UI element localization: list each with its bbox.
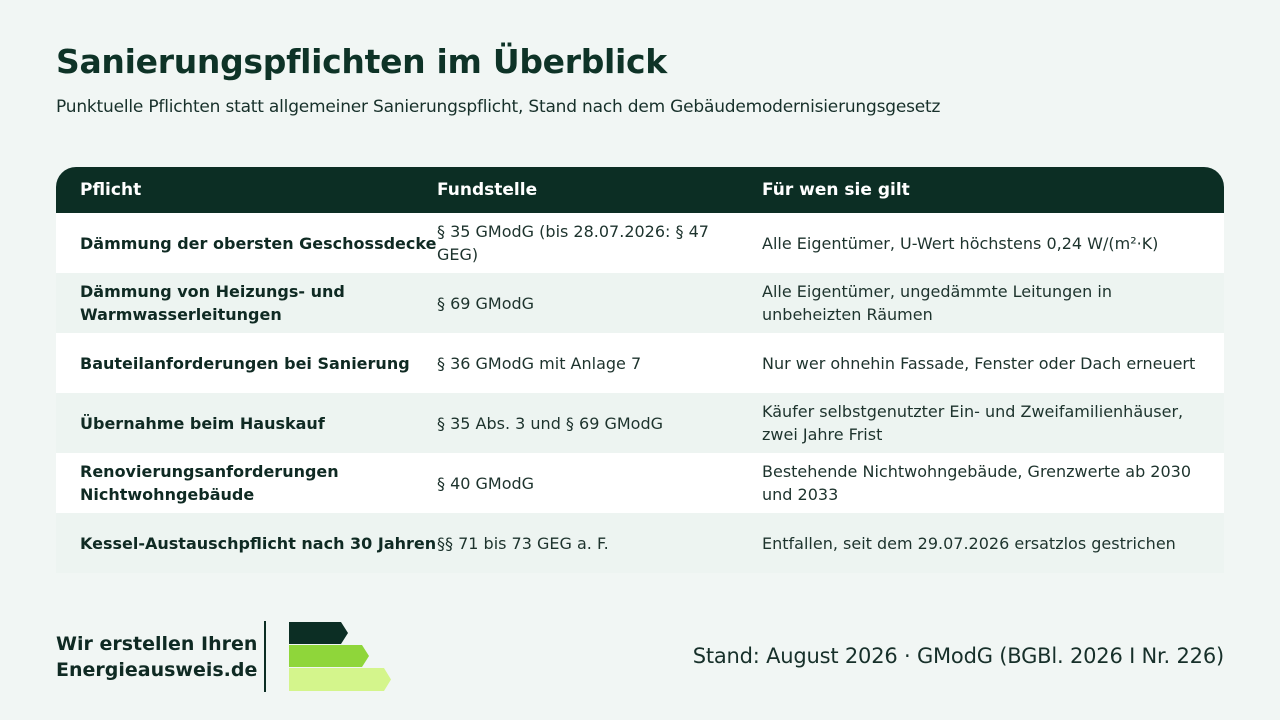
brand-text: Wir erstellen Ihren Energieausweis.de: [56, 631, 257, 683]
cell-geltung: Entfallen, seit dem 29.07.2026 ersatzlos…: [762, 533, 1176, 553]
brand-line-1: Wir erstellen Ihren: [56, 633, 258, 655]
page-title: Sanierungspflichten im Überblick: [56, 42, 667, 81]
cell-fundstelle: § 35 GModG (bis 28.07.2026: § 47 GEG): [437, 222, 709, 264]
cell-geltung: Nur wer ohnehin Fassade, Fenster oder Da…: [762, 353, 1196, 373]
logo-bar-light: [289, 668, 391, 691]
column-header-pflicht: Pflicht: [80, 180, 142, 200]
source-note: Stand: August 2026 · GModG (BGBl. 2026 I…: [692, 644, 1225, 668]
cell-pflicht: Bauteilanforderungen bei Sanierung: [80, 353, 410, 373]
table-row: Übernahme beim Hauskauf § 35 Abs. 3 und …: [56, 393, 1224, 453]
cell-fundstelle: § 40 GModG: [437, 473, 535, 493]
cell-fundstelle: § 69 GModG: [437, 293, 535, 313]
brand-line-2: Energieausweis.de: [56, 659, 258, 681]
logo-bar-green: [289, 645, 369, 667]
cell-fundstelle: § 36 GModG mit Anlage 7: [437, 353, 642, 373]
cell-pflicht: Dämmung von Heizungs- und Warmwasserleit…: [80, 282, 345, 324]
table-header: Pflicht Fundstelle Für wen sie gilt: [56, 167, 1224, 213]
table-row: Dämmung der obersten Geschossdecke § 35 …: [56, 213, 1224, 273]
table-row: Renovierungsanforderungen Nichtwohngebäu…: [56, 453, 1224, 513]
cell-pflicht: Dämmung der obersten Geschossdecke: [80, 233, 437, 253]
cell-pflicht: Renovierungsanforderungen Nichtwohngebäu…: [80, 462, 339, 504]
column-header-fundstelle: Fundstelle: [437, 180, 538, 200]
cell-fundstelle: § 35 Abs. 3 und § 69 GModG: [437, 413, 664, 433]
logo-bar-dark: [289, 622, 348, 644]
column-header-geltung: Für wen sie gilt: [762, 180, 910, 200]
cell-geltung: Käufer selbstgenutzter Ein- und Zweifami…: [762, 402, 1184, 444]
page-subtitle: Punktuelle Pflichten statt allgemeiner S…: [56, 97, 941, 117]
cell-geltung: Alle Eigentümer, U-Wert höchstens 0,24 W…: [762, 233, 1159, 253]
table-row: Bauteilanforderungen bei Sanierung § 36 …: [56, 333, 1224, 393]
energy-efficiency-bars-icon: [289, 622, 391, 691]
footer-divider: [264, 621, 266, 692]
table-row: Dämmung von Heizungs- und Warmwasserleit…: [56, 273, 1224, 333]
cell-pflicht: Übernahme beim Hauskauf: [80, 413, 325, 433]
cell-pflicht: Kessel-Austauschpflicht nach 30 Jahren: [80, 533, 437, 553]
cell-fundstelle: §§ 71 bis 73 GEG a. F.: [437, 533, 609, 553]
table-row: Kessel-Austauschpflicht nach 30 Jahren §…: [56, 513, 1224, 573]
cell-geltung: Alle Eigentümer, ungedämmte Leitungen in…: [762, 282, 1112, 324]
cell-geltung: Bestehende Nichtwohngebäude, Grenzwerte …: [762, 462, 1192, 504]
obligations-table: Pflicht Fundstelle Für wen sie gilt Dämm…: [56, 167, 1224, 573]
